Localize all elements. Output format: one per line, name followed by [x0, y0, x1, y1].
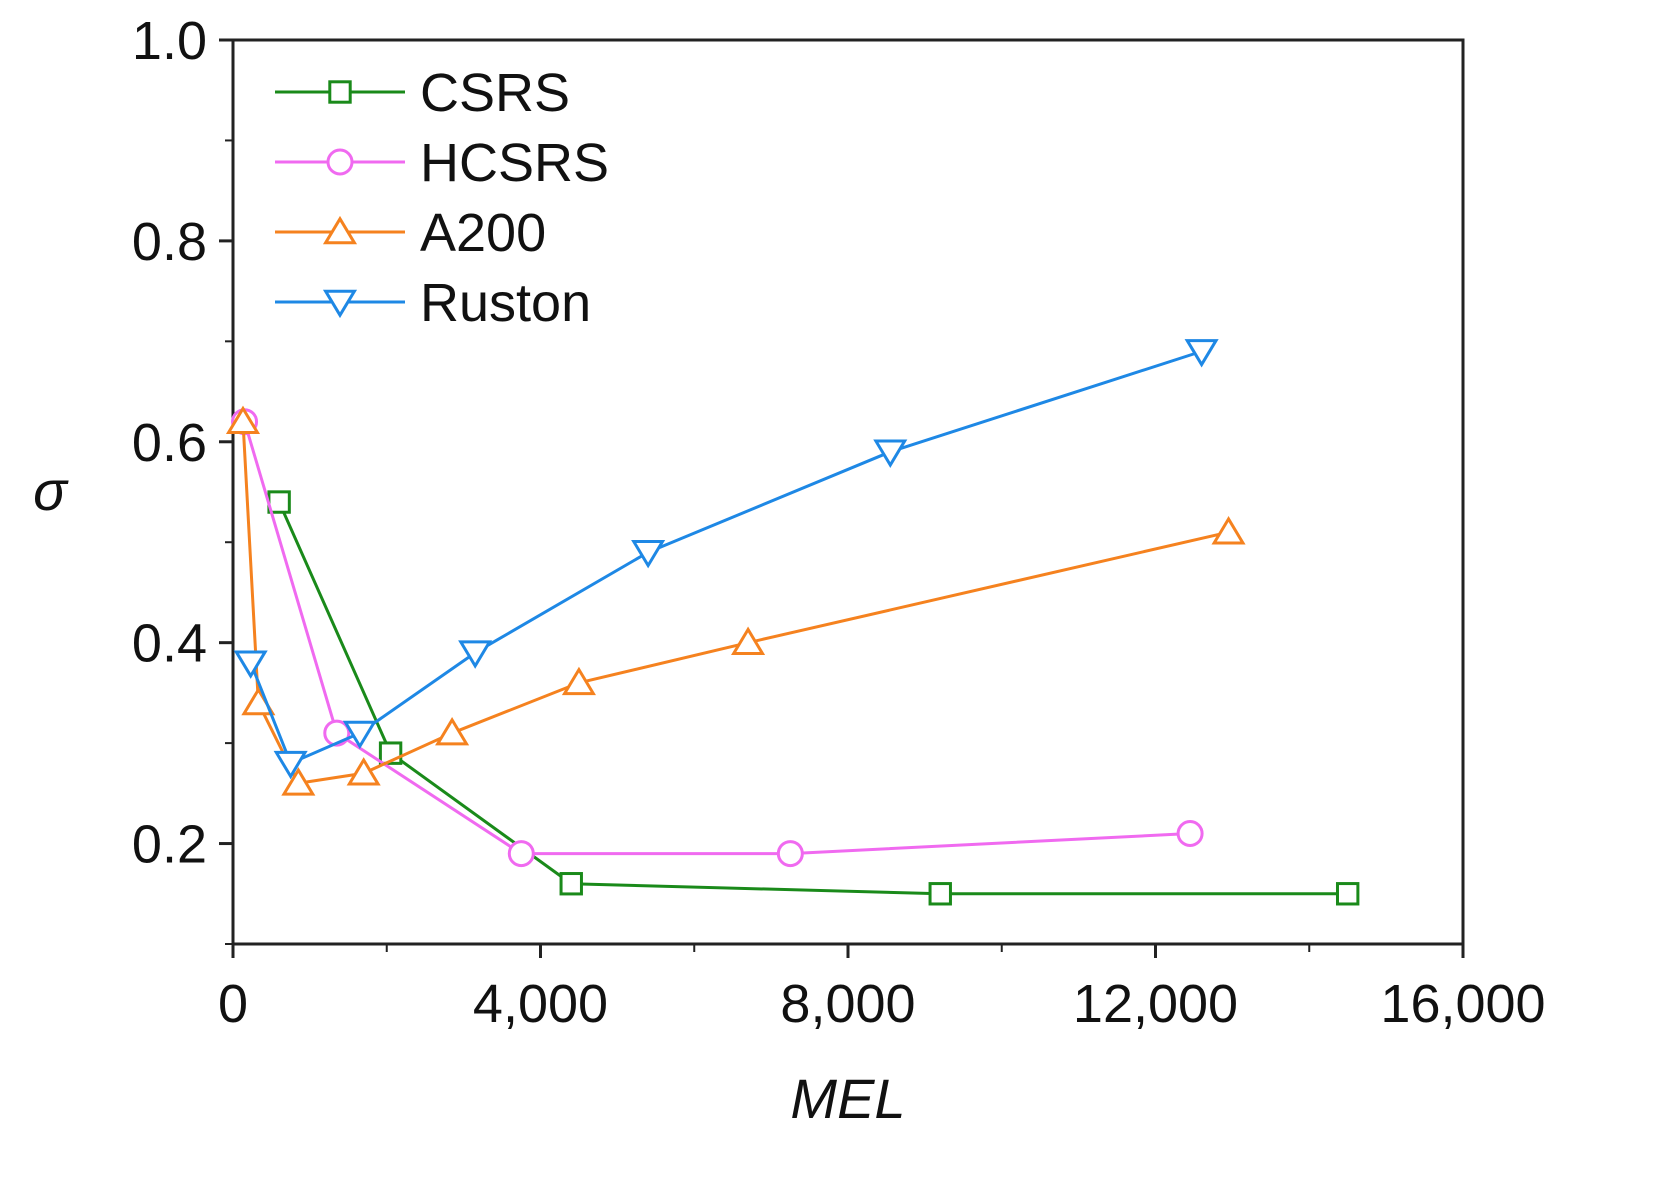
x-tick-label: 0 [218, 974, 248, 1034]
legend-swatch-marker [326, 148, 354, 176]
data-point-a200 [435, 716, 470, 746]
data-point-ruston [273, 750, 308, 780]
data-point-csrs [559, 872, 583, 896]
legend-swatch-marker [322, 215, 358, 245]
data-point-ruston [342, 720, 377, 750]
data-point-a200 [346, 757, 381, 786]
x-axis-title: MEL [790, 1067, 905, 1130]
data-point-csrs [928, 882, 952, 906]
data-point-hcsrs [1176, 820, 1204, 848]
data-point-ruston [458, 640, 493, 669]
x-tick-label: 4,000 [473, 974, 608, 1034]
y-tick-label: 0.6 [132, 413, 207, 473]
series-a200 [225, 405, 1246, 796]
y-tick-label: 0.8 [132, 212, 207, 272]
legend-item-csrs: CSRS [275, 63, 570, 123]
legend-label: HCSRS [420, 133, 609, 193]
x-tick-label: 8,000 [780, 974, 915, 1034]
series-csrs [267, 490, 1360, 906]
axis-ticks: 0 4,000 8,000 12,000 16,000 0.2 0.4 0.6 0.8 1.0 [132, 11, 1546, 1034]
legend-swatch-marker [328, 80, 352, 104]
data-point-ruston [873, 439, 908, 468]
legend-label: Ruston [420, 273, 591, 333]
x-tick-label: 12,000 [1073, 974, 1238, 1034]
y-tick-label: 1.0 [132, 11, 207, 71]
legend-swatch-marker [322, 289, 358, 319]
series-layer [225, 339, 1360, 906]
legend-label: A200 [420, 203, 546, 263]
legend-item-ruston: Ruston [275, 273, 591, 333]
data-point-a200 [225, 405, 261, 434]
data-point-csrs [1335, 882, 1360, 906]
series-line-a200 [241, 421, 1229, 785]
data-point-a200 [561, 666, 596, 696]
data-point-a200 [281, 767, 316, 796]
data-point-ruston [233, 650, 268, 679]
data-point-a200 [1211, 516, 1246, 545]
data-point-hcsrs [776, 840, 804, 868]
y-tick-label: 0.4 [132, 614, 207, 674]
data-point-ruston [631, 539, 666, 569]
data-point-a200 [731, 626, 766, 655]
legend-item-hcsrs: HCSRS [275, 133, 609, 193]
legend-label: CSRS [420, 63, 570, 123]
x-tick-label: 16,000 [1380, 974, 1545, 1034]
legend-item-a200: A200 [275, 203, 546, 263]
legend: CSRS HCSRS A200 Ruston [275, 63, 609, 333]
series-ruston [233, 339, 1219, 780]
y-tick-label: 0.2 [132, 815, 207, 875]
y-axis-title: σ [33, 459, 69, 522]
data-point-hcsrs [507, 840, 535, 868]
data-point-ruston [1184, 339, 1219, 368]
